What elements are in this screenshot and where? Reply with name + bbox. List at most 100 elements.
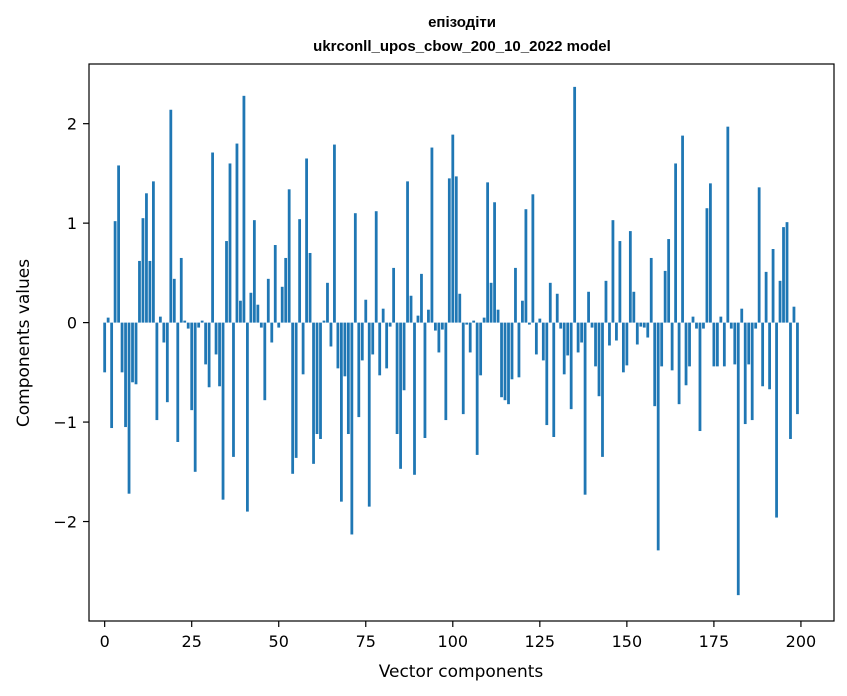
bar-194 (778, 280, 782, 323)
bar-65 (329, 322, 333, 347)
bar-183 (740, 308, 744, 323)
bar-12 (145, 193, 148, 323)
bar-85 (399, 322, 402, 469)
bar-39 (239, 300, 242, 323)
bar-77 (371, 322, 375, 355)
bar-9 (134, 322, 138, 385)
bar-164 (674, 163, 677, 323)
bar-81 (385, 322, 389, 369)
bar-155 (642, 322, 646, 328)
bar-13 (148, 260, 152, 323)
bar-116 (507, 322, 510, 405)
bar-28 (200, 320, 204, 323)
bar-192 (771, 249, 775, 323)
bar-179 (726, 126, 730, 323)
bar-47 (266, 278, 270, 323)
bar-73 (357, 322, 361, 418)
bar-55 (294, 322, 298, 458)
bar-121 (524, 209, 528, 323)
bar-110 (486, 182, 490, 323)
bar-15 (155, 322, 159, 421)
y-axis-label: Components values (14, 259, 34, 427)
bar-178 (722, 322, 726, 367)
bar-49 (273, 245, 277, 323)
bar-56 (298, 219, 302, 323)
bar-96 (437, 322, 441, 353)
bar-70 (346, 322, 350, 435)
bar-68 (340, 322, 343, 502)
bar-97 (440, 322, 444, 330)
y-tick-label: −1 (53, 413, 77, 432)
bar-0 (103, 322, 107, 373)
bar-44 (256, 304, 260, 323)
bar-107 (475, 322, 479, 455)
y-axis-ticks: −2 −1 0 1 2 (53, 115, 89, 532)
bar-171 (698, 322, 702, 432)
x-tick-label: 125 (525, 632, 556, 651)
bar-4 (117, 165, 120, 323)
bar-119 (517, 322, 521, 378)
bar-175 (712, 322, 716, 367)
bar-6 (124, 322, 127, 428)
bar-34 (221, 322, 225, 500)
bar-109 (482, 317, 486, 323)
bar-36 (228, 163, 232, 323)
bar-63 (322, 320, 326, 323)
bar-72 (353, 213, 357, 323)
bar-195 (782, 227, 785, 323)
bar-86 (402, 322, 406, 391)
bar-88 (409, 295, 413, 323)
bar-127 (545, 322, 549, 426)
bar-150 (625, 322, 629, 366)
bar-33 (218, 322, 221, 387)
bar-112 (493, 202, 496, 323)
bar-23 (183, 320, 187, 323)
bar-159 (656, 322, 660, 551)
bar-27 (197, 322, 201, 328)
bar-156 (646, 322, 650, 338)
bar-182 (736, 322, 740, 596)
bar-21 (176, 322, 180, 442)
bar-191 (768, 322, 771, 390)
bar-54 (291, 322, 295, 474)
bar-118 (514, 267, 517, 323)
bar-186 (750, 322, 754, 421)
bar-38 (235, 143, 239, 323)
bar-168 (688, 322, 691, 367)
bar-158 (653, 322, 657, 407)
bar-136 (576, 322, 580, 353)
bar-104 (465, 322, 469, 325)
bar-105 (468, 322, 472, 353)
bar-87 (406, 181, 409, 323)
bar-181 (733, 322, 737, 365)
bar-69 (343, 322, 347, 377)
x-axis-ticks: 0 25 50 75 100 125 150 175 200 (100, 621, 816, 651)
bar-58 (305, 158, 308, 323)
bar-198 (792, 306, 796, 323)
bar-89 (413, 322, 416, 475)
bar-142 (597, 322, 601, 397)
bar-185 (747, 322, 751, 365)
bar-64 (326, 282, 329, 323)
bar-161 (663, 270, 667, 323)
bar-132 (562, 322, 566, 375)
bar-76 (367, 322, 371, 507)
bar-122 (527, 322, 531, 325)
bar-57 (301, 322, 305, 375)
bar-100 (451, 134, 455, 323)
y-tick-label: 1 (67, 214, 77, 233)
bar-152 (632, 291, 636, 323)
bar-35 (225, 241, 228, 323)
bar-41 (246, 322, 249, 512)
bar-42 (249, 292, 253, 323)
bar-26 (193, 322, 197, 472)
bar-129 (552, 322, 556, 437)
bar-93 (427, 309, 430, 323)
bar-154 (639, 322, 643, 327)
bar-29 (204, 322, 208, 365)
bar-17 (162, 322, 166, 343)
bar-5 (120, 322, 124, 373)
bar-52 (284, 257, 288, 323)
bar-114 (500, 322, 503, 398)
bar-120 (521, 300, 524, 323)
